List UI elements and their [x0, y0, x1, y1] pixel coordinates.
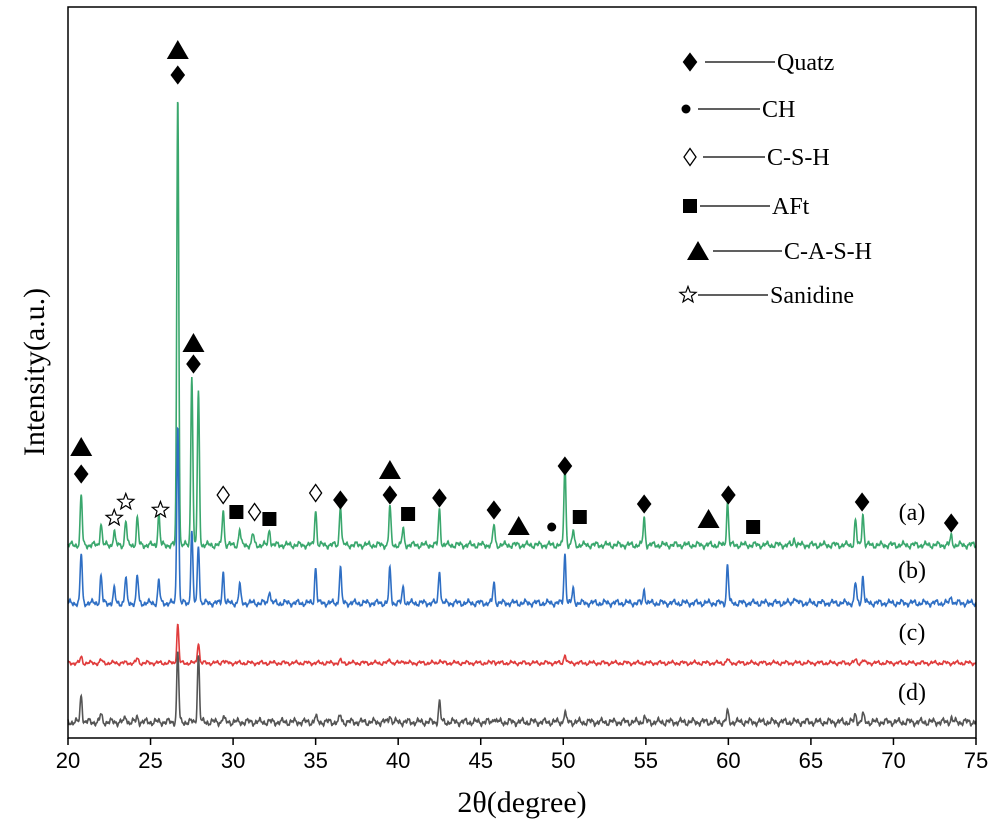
csh-marker [308, 483, 323, 503]
series-line-1 [67, 101, 977, 551]
aft-marker [572, 510, 587, 524]
aft-marker [262, 512, 277, 526]
quartz-marker [186, 354, 201, 374]
series-labels: (a) (b) (c) (d) [898, 500, 926, 706]
plot-frame [67, 6, 977, 739]
c-a-s-h-marker [378, 460, 401, 479]
series-label-2: (b) [898, 558, 926, 584]
legend-label: Quatz [777, 50, 834, 76]
legend-c-a-s-h-symbol [687, 241, 709, 260]
series-label-4: (d) [898, 680, 926, 706]
legend-label: Sanidine [770, 283, 854, 309]
x-tick-label: 55 [634, 748, 658, 773]
x-tick-label: 45 [468, 748, 492, 773]
x-axis-ticks: 20 25 30 35 40 45 50 55 60 65 70 75 [56, 738, 988, 773]
quartz-marker [73, 464, 89, 484]
quartz-marker [721, 485, 736, 505]
series-line-2 [67, 426, 977, 609]
c-a-s-h-marker [182, 333, 205, 352]
sanidine-marker [150, 499, 171, 519]
c-a-s-h-marker [166, 40, 189, 59]
quartz-marker [854, 492, 870, 512]
x-tick-label: 70 [881, 748, 905, 773]
legend-label: AFt [772, 194, 810, 220]
legend-c-s-h-symbol [683, 147, 697, 167]
legend-quatz-symbol [682, 52, 698, 72]
legend-ch-symbol [681, 104, 691, 114]
csh-marker [247, 502, 262, 522]
quartz-marker [333, 490, 348, 510]
sanidine-marker [116, 491, 136, 511]
sanidine-marker [104, 507, 124, 527]
x-tick-label: 20 [56, 748, 80, 773]
x-axis-title: 2θ(degree) [457, 786, 586, 819]
legend-aft-symbol [683, 199, 697, 213]
series-line-3 [67, 623, 977, 667]
phase-marker-layer [70, 40, 959, 535]
aft-marker [229, 505, 244, 519]
legend-label: CH [762, 97, 795, 123]
ch-marker [547, 522, 557, 532]
csh-marker [216, 485, 230, 505]
x-tick-label: 75 [964, 748, 988, 773]
legend: Quatz CH C-S-H AFt C-A-S-H Sanidine [678, 50, 872, 309]
quartz-marker [170, 65, 186, 85]
series-label-1: (a) [899, 500, 926, 526]
legend-label: C-A-S-H [784, 239, 872, 265]
quartz-marker [486, 500, 502, 520]
c-a-s-h-marker [507, 516, 530, 535]
x-tick-label: 50 [551, 748, 575, 773]
series-label-3: (c) [899, 620, 926, 646]
quartz-marker [636, 494, 652, 514]
quartz-marker [943, 513, 959, 533]
c-a-s-h-marker [697, 509, 720, 528]
x-tick-label: 35 [303, 748, 327, 773]
x-tick-label: 60 [716, 748, 740, 773]
x-tick-label: 25 [138, 748, 162, 773]
y-axis-title: Intensity(a.u.) [18, 288, 51, 456]
aft-marker [746, 520, 761, 534]
legend-sanidine-symbol [678, 284, 698, 304]
quartz-marker [382, 485, 398, 505]
aft-marker [401, 507, 416, 521]
series-line-4 [67, 651, 977, 729]
legend-label: C-S-H [767, 145, 830, 171]
x-tick-label: 65 [799, 748, 823, 773]
c-a-s-h-marker [70, 437, 93, 456]
quartz-marker [557, 456, 573, 476]
quartz-marker [432, 488, 447, 508]
x-tick-label: 30 [221, 748, 245, 773]
series-layer [67, 101, 977, 729]
x-tick-label: 40 [386, 748, 410, 773]
